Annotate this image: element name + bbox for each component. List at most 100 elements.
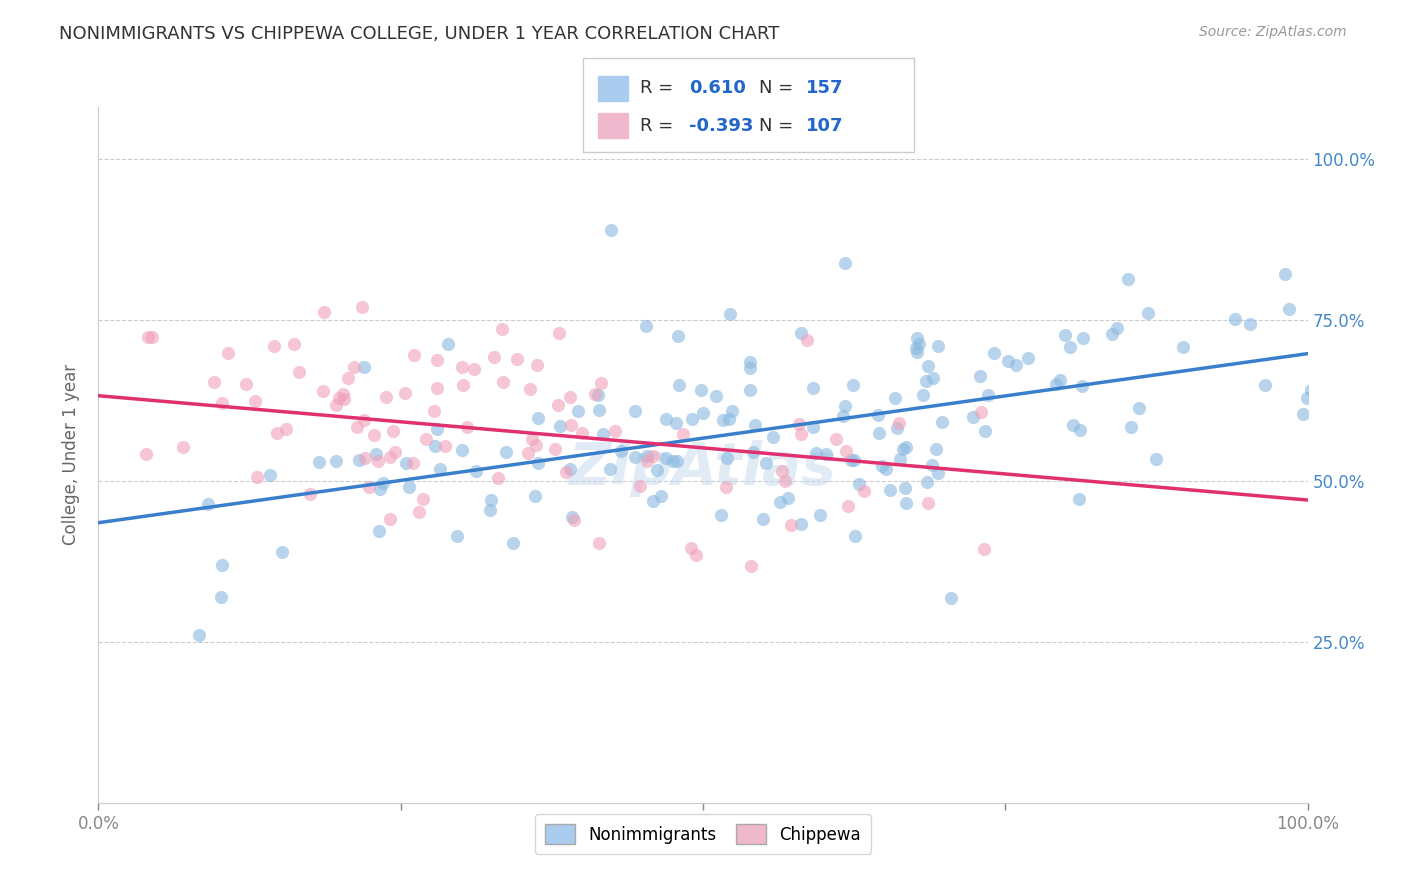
Point xyxy=(844,529,866,543)
Point xyxy=(1301,384,1323,398)
Point xyxy=(374,391,396,405)
Point xyxy=(433,439,456,453)
Point xyxy=(588,402,610,417)
Point xyxy=(520,432,543,446)
Point xyxy=(1399,286,1406,301)
Point xyxy=(834,400,856,414)
Point xyxy=(456,419,478,434)
Point xyxy=(75,407,97,421)
Point xyxy=(624,404,647,418)
Point xyxy=(451,377,474,392)
Point xyxy=(172,440,194,454)
Point xyxy=(636,449,658,463)
Point xyxy=(804,446,827,460)
Point xyxy=(773,474,796,488)
Point xyxy=(527,411,550,425)
Point xyxy=(875,462,897,476)
Point xyxy=(1005,358,1028,372)
Point xyxy=(704,389,727,403)
Point xyxy=(769,495,792,509)
Point xyxy=(740,559,762,574)
Point xyxy=(79,462,101,476)
Point xyxy=(654,450,676,465)
Point xyxy=(13,472,35,486)
Point xyxy=(197,497,219,511)
Point xyxy=(75,342,97,356)
Point xyxy=(689,383,711,397)
Point xyxy=(879,483,901,497)
Point xyxy=(235,376,257,391)
Point xyxy=(681,412,703,426)
Point xyxy=(332,387,354,401)
Point xyxy=(636,454,658,468)
Point xyxy=(27,351,49,366)
Point xyxy=(917,475,939,489)
Point xyxy=(373,475,395,490)
Point xyxy=(939,591,962,605)
Point xyxy=(666,454,689,468)
Point xyxy=(353,450,375,465)
Point xyxy=(868,425,890,440)
Point xyxy=(586,388,609,402)
Point xyxy=(426,353,449,368)
Point xyxy=(243,393,266,408)
Point xyxy=(740,384,762,398)
Point xyxy=(1395,384,1406,399)
Point xyxy=(1292,407,1315,421)
Point xyxy=(911,388,934,402)
Point xyxy=(927,466,949,480)
Text: R =: R = xyxy=(640,79,679,97)
Point xyxy=(1119,420,1142,434)
Point xyxy=(789,326,811,341)
Point xyxy=(402,348,425,362)
Point xyxy=(752,512,775,526)
Point xyxy=(643,449,665,463)
Point xyxy=(740,355,762,369)
Point xyxy=(402,456,425,470)
Point xyxy=(314,304,336,318)
Point xyxy=(1059,340,1081,354)
Point xyxy=(927,339,949,353)
Point xyxy=(446,529,468,543)
Point xyxy=(692,406,714,420)
Point xyxy=(905,330,928,344)
Point xyxy=(564,513,586,527)
Point xyxy=(583,387,606,401)
Point xyxy=(266,426,288,441)
Point xyxy=(382,424,405,438)
Point xyxy=(685,548,707,562)
Point xyxy=(983,346,1005,360)
Point xyxy=(894,496,917,510)
Point xyxy=(814,447,837,461)
Point xyxy=(905,345,928,359)
Point xyxy=(776,491,799,506)
Point xyxy=(1062,418,1084,433)
Point xyxy=(1105,321,1128,335)
Point xyxy=(274,421,297,435)
Point xyxy=(599,461,621,475)
Point xyxy=(711,412,734,426)
Point xyxy=(834,256,856,270)
Point xyxy=(921,371,943,385)
Point xyxy=(1128,401,1150,416)
Point xyxy=(202,375,225,389)
Point xyxy=(1144,452,1167,467)
Point xyxy=(426,422,449,436)
Point xyxy=(141,330,163,344)
Point xyxy=(364,447,387,461)
Point xyxy=(1054,327,1077,342)
Point xyxy=(754,456,776,470)
Text: N =: N = xyxy=(759,79,799,97)
Point xyxy=(450,359,472,374)
Text: 157: 157 xyxy=(806,79,844,97)
Point xyxy=(600,223,623,237)
Point xyxy=(665,416,688,430)
Point xyxy=(288,366,311,380)
Point xyxy=(1071,379,1094,393)
Point xyxy=(491,322,513,336)
Point xyxy=(555,466,578,480)
Point xyxy=(801,381,824,395)
Point xyxy=(779,517,801,532)
Point xyxy=(408,505,430,519)
Point xyxy=(721,404,744,418)
